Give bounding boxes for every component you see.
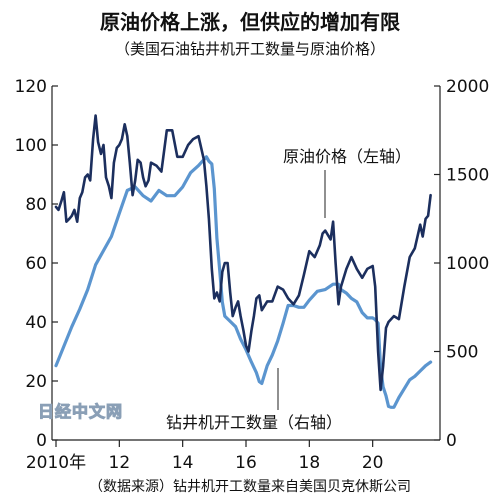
x-tick-label: 2010年 (26, 453, 86, 473)
left-tick-label: 60 (25, 254, 47, 274)
right-tick-label: 0 (446, 431, 457, 451)
oil-price-line (54, 114, 432, 392)
axes: 0 20 40 60 80 100 120 0 500 1000 1500 2000 2010年 12 14… (15, 77, 490, 473)
chart-subtitle: （美国石油钻井机开工数量与原油价格） (114, 40, 385, 58)
x-tick-label: 12 (109, 453, 131, 473)
left-tick-label: 40 (25, 313, 47, 333)
left-tick-label: 120 (15, 77, 47, 97)
x-tick-label: 14 (172, 453, 194, 473)
left-tick-label: 0 (36, 431, 47, 451)
watermark: 日经中文网 (37, 402, 124, 422)
left-tick-label: 80 (25, 195, 47, 215)
oil-series-label: 原油价格（左轴） (283, 147, 411, 166)
right-tick-label: 1000 (446, 254, 489, 274)
x-tick-label: 20 (362, 453, 384, 473)
source-note: （数据来源）钻井机开工数量来自美国贝克休斯公司 (89, 479, 411, 495)
x-tick-label: 18 (299, 453, 321, 473)
left-tick-label: 20 (25, 372, 47, 392)
rigs-series-label: 钻井机开工数量（右轴） (166, 413, 342, 432)
right-tick-label: 500 (446, 343, 478, 363)
right-tick-label: 1500 (446, 166, 489, 186)
right-tick-label: 2000 (446, 77, 489, 97)
x-tick-label: 16 (235, 453, 257, 473)
left-tick-label: 100 (15, 136, 47, 156)
chart-title: 原油价格上涨，但供应的增加有限 (100, 10, 400, 34)
series-layer (54, 114, 433, 409)
